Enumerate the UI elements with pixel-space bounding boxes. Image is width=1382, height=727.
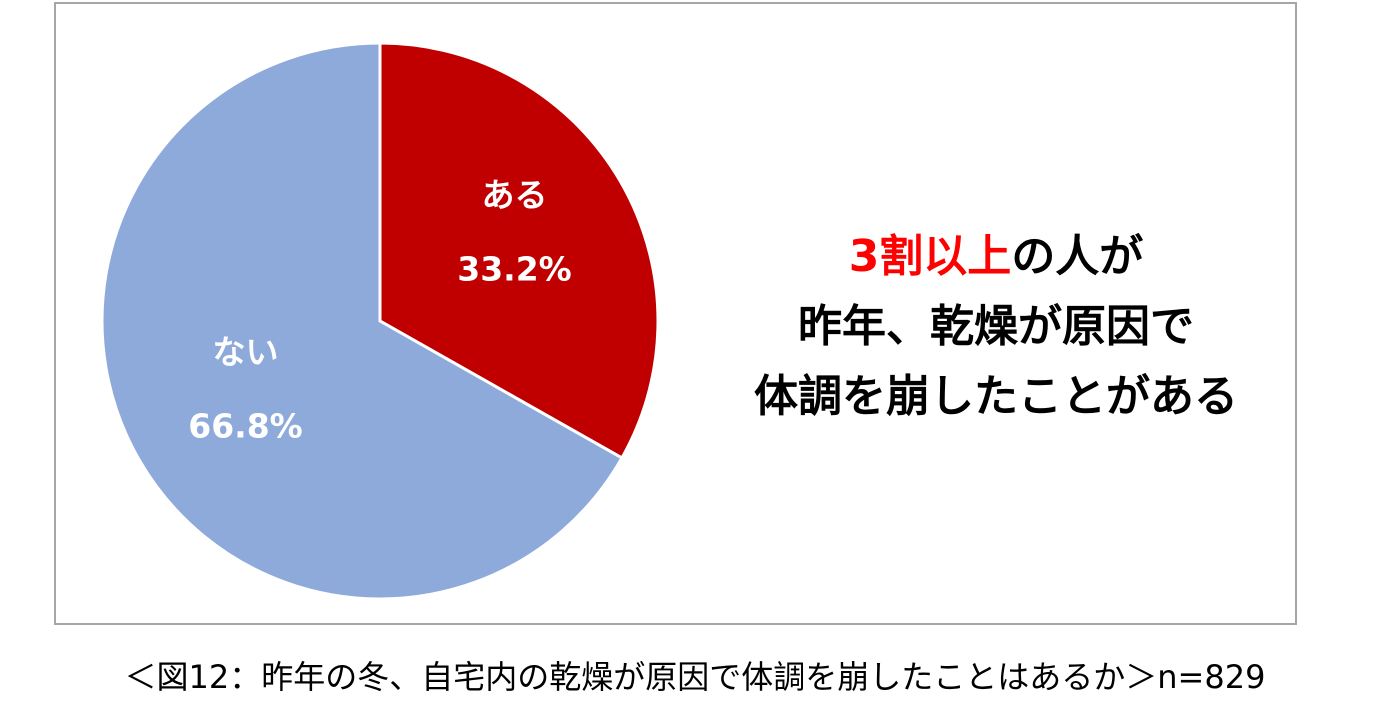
pie-chart: ある 33.2% ない 66.8% [100,41,660,601]
pie-slice-0 [378,41,660,461]
pie-slice-0-label: ある [481,176,547,215]
headline-annotation: 3割以上の人が 昨年、乾燥が原因で 体調を崩したことがある [716,222,1276,432]
pie-labels: ある 33.2% ない 66.8% [188,176,571,446]
pie-slice-1-label: ない [213,332,279,371]
headline-highlight: 3割以上 [848,231,1012,282]
headline-line-3: 体調を崩したことがある [754,371,1238,422]
headline-line-2: 昨年、乾燥が原因で [798,301,1194,352]
headline-line-1-rest: の人が [1011,231,1144,282]
pie-slice-0-value-label: 33.2% [457,250,572,289]
pie-slice-1 [100,41,624,601]
pie-slice-1-value-label: 66.8% [188,406,303,445]
pie-slices [100,41,660,601]
chart-frame: ある 33.2% ない 66.8% 3割以上の人が 昨年、乾燥が原因で 体調を崩したこ… [54,2,1297,625]
figure-caption: ＜図12：昨年の冬、自宅内の乾燥が原因で体調を崩したことはあるか＞n=829 [124,658,1266,696]
headline-line-1: 3割以上の人が [716,222,1276,292]
